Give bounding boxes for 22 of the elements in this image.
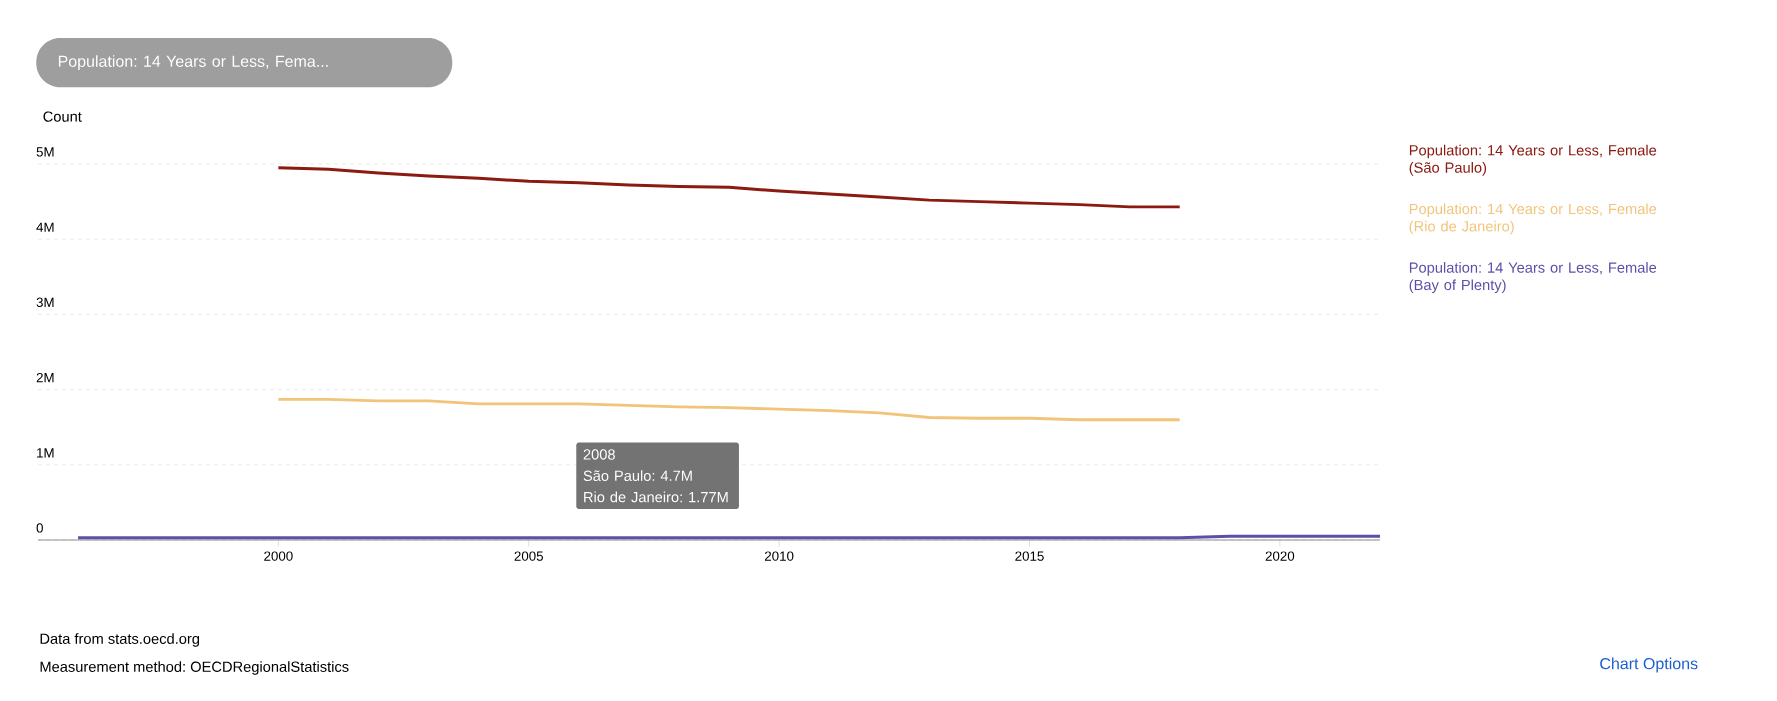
y-tick-label: 5M — [36, 147, 54, 157]
text: Measurement method: OECDRegionalStatistics — [40, 661, 349, 675]
y-tick-label: 0 — [36, 523, 43, 533]
x-tick-label: 2015 — [1015, 551, 1044, 561]
annotation: São Paulo: 4.7M — [583, 470, 692, 481]
text: Chart Options — [1600, 657, 1698, 673]
annotation: 2008 — [583, 449, 615, 460]
y-tick-label: 3M — [36, 297, 54, 308]
x-tick-label: 2000 — [264, 551, 293, 561]
y-axis-title: Count — [43, 111, 82, 122]
x-tick-label: 2020 — [1265, 551, 1295, 561]
y-tick-label: 1M — [37, 448, 54, 458]
annotation: Rio de Janeiro: 1.77M — [584, 491, 728, 503]
x-tick-label: 2010 — [764, 551, 794, 561]
y-tick-label: 2M — [36, 372, 54, 383]
y-tick-label: 4M — [36, 222, 54, 232]
text: Population: 14 Years or Less, Fema... — [58, 55, 328, 71]
text: Population: 14 Years or Less, Female (Rio de Janeiro) — [1409, 203, 1657, 235]
x-tick-label: 2005 — [514, 551, 544, 561]
text: Data from stats.oecd.org — [40, 633, 200, 647]
text: Population: 14 Years or Less, Female (Bay of Plenty) — [1409, 262, 1657, 294]
text: Population: 14 Years or Less, Female (São Paulo) — [1409, 144, 1657, 176]
